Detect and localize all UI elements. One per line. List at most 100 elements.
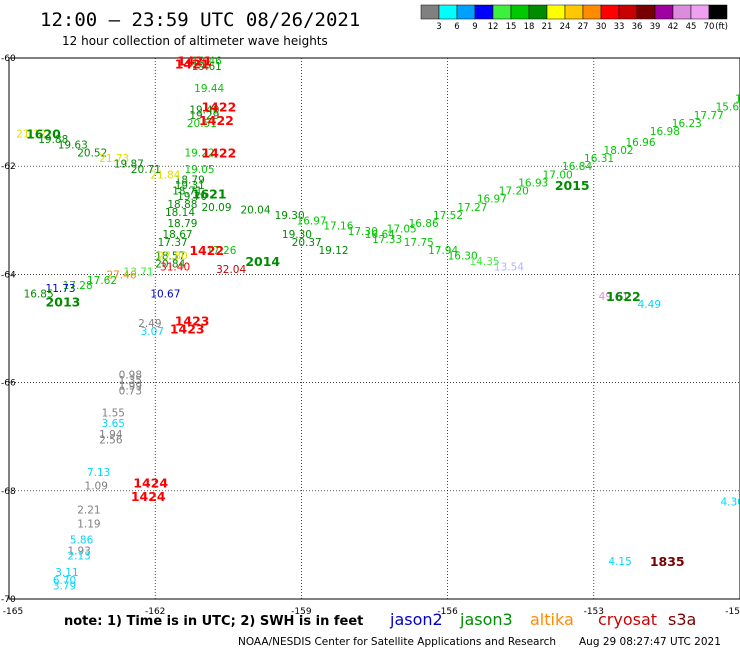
pass-time-label: 1835 [650,554,685,569]
pass-time-label: 1422 [201,146,236,161]
pass-time-label: 1424 [133,476,168,491]
wave-height-label: 4.49 [638,299,661,311]
wave-height-label: 2.21 [77,505,100,517]
color-scale-swatch [690,4,710,20]
wave-height-label: 21.84 [150,169,180,181]
wave-height-label: 17.77 [694,110,724,122]
pass-time-label: 1622 [606,289,641,304]
color-scale-label: 24 [560,22,571,32]
wave-height-label: 16.31 [584,153,614,165]
wave-height-label: 15.64 [716,102,740,114]
wave-height-label: 4.30 [721,497,740,509]
color-scale-label: 39 [650,22,661,32]
wave-height-label: 16.93 [518,177,548,189]
wave-height-label: 18.57 [155,250,185,262]
wave-height-label: 17.27 [457,202,487,214]
wave-height-label: 19.30 [282,229,312,241]
color-scale-swatch [474,4,494,20]
satellite-name: jason2 [389,610,443,629]
pass-time-label: 2013 [46,294,81,309]
wave-height-label: 13.71 [124,267,154,279]
wave-height-label: 19.46 [192,56,222,68]
color-scale-legend: 3 6 9 12 15 18 21 24 27 30 33 36 39 42 45 70 (ft) [420,4,728,32]
wave-height-label: 1.55 [102,407,125,419]
y-tick-label: -60 [1,54,16,64]
wave-height-label: 17.33 [372,234,402,246]
x-tick-label: -159 [291,607,312,617]
y-tick-label: -68 [1,487,16,497]
pass-time-label: 1422 [201,100,236,115]
wave-height-label: 18.79 [167,218,197,230]
wave-height-label: 18.88 [167,199,197,211]
pass-time-label: 2015 [555,178,590,193]
color-scale-swatch [618,4,638,20]
satellite-name: jason3 [459,610,513,629]
wave-height-label: 4.15 [608,556,631,568]
wave-height-label: 19.40 [189,104,219,116]
wave-height-label: 11.73 [46,283,76,295]
pass-time-label: 1423 [175,313,210,328]
wave-height-label: 18.02 [604,145,634,157]
wave-height-label: 17.20 [499,186,529,198]
wave-height-label: 17.26 [206,245,236,257]
color-scale-swatch [582,4,602,20]
wave-height-label: 19.12 [318,245,348,257]
color-scale-label: 45 [686,22,697,32]
color-scale-swatch [420,4,440,20]
wave-height-label: 31.40 [160,261,190,273]
wave-height-label: 19.88 [38,134,68,146]
wave-height-label: 3.65 [102,418,125,430]
satellite-name: cryosat [598,610,657,629]
pass-time-label: 2014 [245,254,280,269]
wave-height-label: 1.09 [85,480,108,492]
wave-height-label: 16.85 [24,288,54,300]
wave-height-label: 17.94 [428,245,458,257]
wave-height-label: 13.54 [494,261,524,273]
wave-height-label: 5.86 [70,534,94,546]
y-tick-label: -62 [1,162,16,172]
pass-time-label: 1424 [131,489,166,504]
plot-frame [8,57,740,600]
color-scale-swatch [492,4,512,20]
y-tick-label: -70 [1,595,16,605]
color-scale-label: 15 [506,22,517,32]
wave-height-label: 19.44 [194,83,224,95]
pass-time-label: 1423 [170,322,205,337]
color-scale-label: 42 [668,22,679,32]
wave-height-label: 20.09 [201,202,231,214]
wave-height-label: 16.97 [297,215,327,227]
wave-height-label: 19.22 [184,148,214,160]
wave-height-label: 14.35 [470,256,500,268]
wave-height-label: 2.56 [99,434,123,446]
color-scale-swatch [672,4,692,20]
wave-height-label: 19.05 [184,164,214,176]
wave-height-label: 1.35 [119,375,142,387]
color-scale-label: 27 [578,22,589,32]
wave-height-label: 19.70 [177,191,207,203]
wave-height-label: 17.52 [433,210,463,222]
wave-height-label: 0.73 [119,386,142,398]
wave-height-label: 16.84 [562,161,592,173]
wave-height-label: 16.98 [650,126,680,138]
wave-height-label: 10.67 [150,288,180,300]
wave-height-label: 19.31 [175,180,205,192]
footer-timestamp: Aug 29 08:27:47 UTC 2021 [579,636,721,648]
wave-height-label: 6.70 [53,575,76,587]
satellite-name: altika [530,610,574,629]
pass-time-label: 1620 [26,127,61,142]
wave-height-label: 0.98 [119,369,142,381]
wave-height-label: 17.00 [543,169,573,181]
color-scale-swatch [438,4,458,20]
wave-height-label: 17.37 [158,237,188,249]
color-scale-label: 33 [614,22,625,32]
wave-height-label: 17.30 [348,226,378,238]
color-scale-swatch [564,4,584,20]
color-scale-swatch [546,4,566,20]
color-scale-swatch [510,4,530,20]
color-scale-label: 70 [704,22,715,32]
wave-height-label: 17.62 [87,275,117,287]
wave-height-label: 2.13 [67,551,90,563]
wave-height-label: 16.30 [448,250,478,262]
wave-height-label: 49.61 [599,291,629,303]
